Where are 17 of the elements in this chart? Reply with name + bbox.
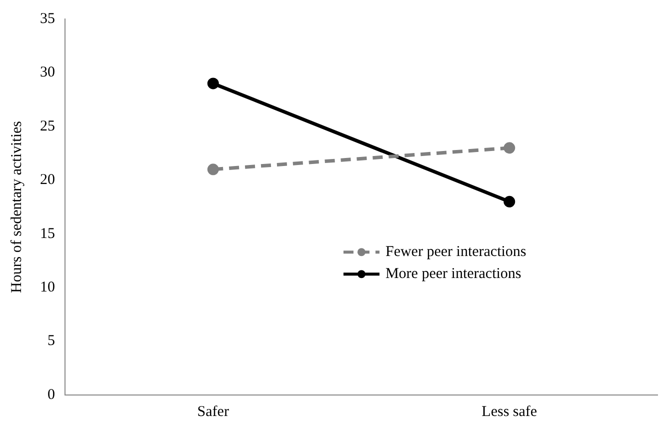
y-tick-label: 35: [40, 10, 55, 27]
point: [504, 196, 516, 208]
y-axis-title: Hours of sedentary activities: [8, 120, 25, 294]
x-tick-label: Less safe: [482, 404, 538, 420]
y-tick-label: 20: [40, 172, 55, 188]
y-tick-label: 25: [40, 118, 55, 134]
y-tick-label: 0: [48, 386, 55, 403]
legend-label: Fewer peer interactions: [385, 244, 526, 260]
point: [207, 164, 219, 176]
y-tick-label: 10: [40, 280, 55, 296]
y-tick-label: 15: [40, 226, 55, 242]
y-tick-label: 5: [48, 333, 55, 350]
point: [207, 78, 219, 90]
point: [504, 142, 516, 154]
legend-label: More peer interactions: [385, 266, 522, 282]
x-tick-label: Safer: [197, 404, 229, 420]
y-tick-label: 30: [40, 64, 55, 81]
